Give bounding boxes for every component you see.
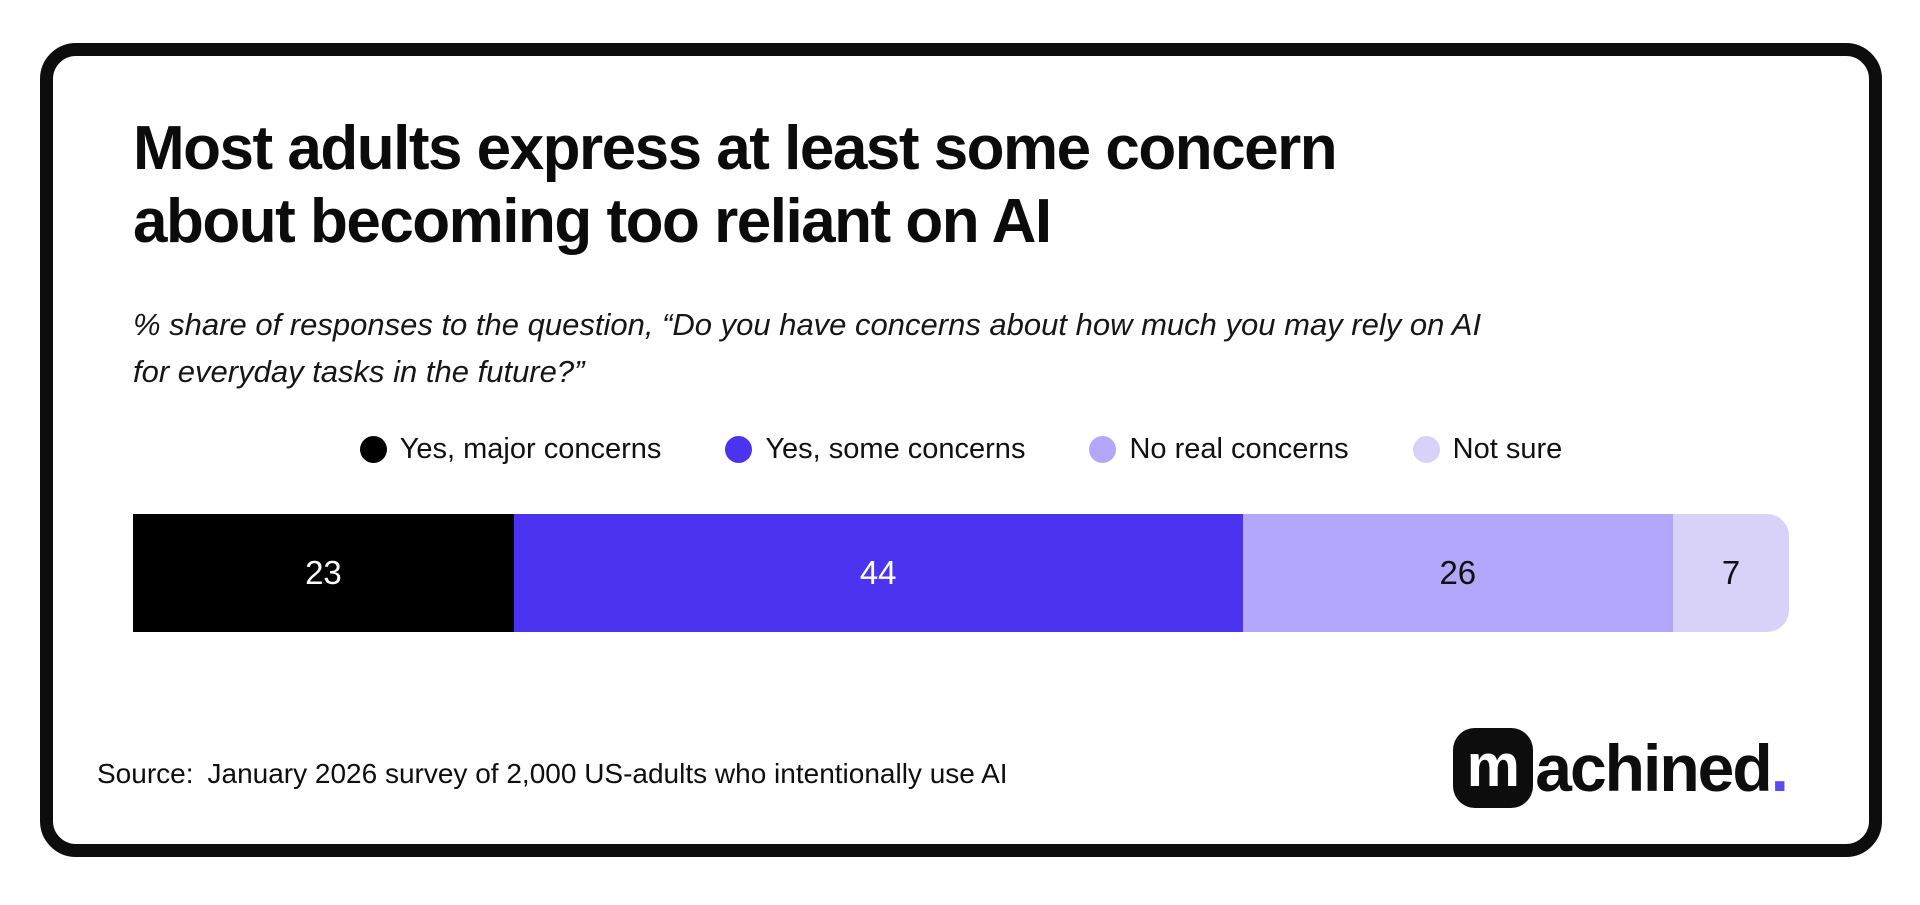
legend-label: No real concerns (1129, 433, 1349, 466)
logo-wordmark: achined (1535, 731, 1772, 805)
bar-value: 7 (1721, 554, 1741, 592)
bar-value: 23 (305, 554, 342, 592)
bar-value: 26 (1439, 554, 1477, 592)
source-label: Source: (97, 758, 194, 789)
chart-card: Most adults express at least some concer… (40, 43, 1882, 857)
bar-value: 44 (859, 554, 897, 592)
legend-item-not-sure: Not sure (1412, 433, 1563, 466)
legend-item-no-real-concerns: No real concerns (1089, 433, 1349, 466)
legend: Yes, major concerns Yes, some concerns N… (133, 433, 1789, 466)
source-note: Source: January 2026 survey of 2,000 US-a… (97, 758, 1008, 808)
machined-logo: m achined . (1453, 728, 1789, 808)
legend-dot-yes-major-concerns (359, 436, 387, 464)
legend-dot-yes-some-concerns (725, 436, 753, 464)
chart-title: Most adults express at least some concer… (133, 114, 1338, 257)
legend-label: Yes, major concerns (399, 433, 662, 466)
bar-segment-no-real-concerns: 26 (1242, 514, 1674, 633)
stacked-bar: 23 44 26 7 (133, 514, 1789, 633)
logo-period: . (1770, 731, 1789, 805)
logo-m-badge: m (1453, 728, 1534, 808)
legend-item-yes-major-concerns: Yes, major concerns (359, 433, 662, 466)
legend-dot-not-sure (1412, 436, 1440, 464)
source-text: January 2026 survey of 2,000 US-adults w… (207, 758, 1008, 789)
bar-segment-not-sure: 7 (1673, 514, 1789, 633)
chart-subtitle: % share of responses to the question, “D… (133, 307, 1482, 389)
bar-segment-yes-major-concerns: 23 (133, 514, 514, 633)
legend-label: Not sure (1452, 433, 1563, 466)
card-footer: Source: January 2026 survey of 2,000 US-a… (97, 728, 1789, 808)
legend-dot-no-real-concerns (1089, 436, 1117, 464)
bar-segment-yes-some-concerns: 44 (513, 514, 1243, 633)
legend-label: Yes, some concerns (765, 433, 1026, 466)
legend-item-yes-some-concerns: Yes, some concerns (725, 433, 1025, 466)
